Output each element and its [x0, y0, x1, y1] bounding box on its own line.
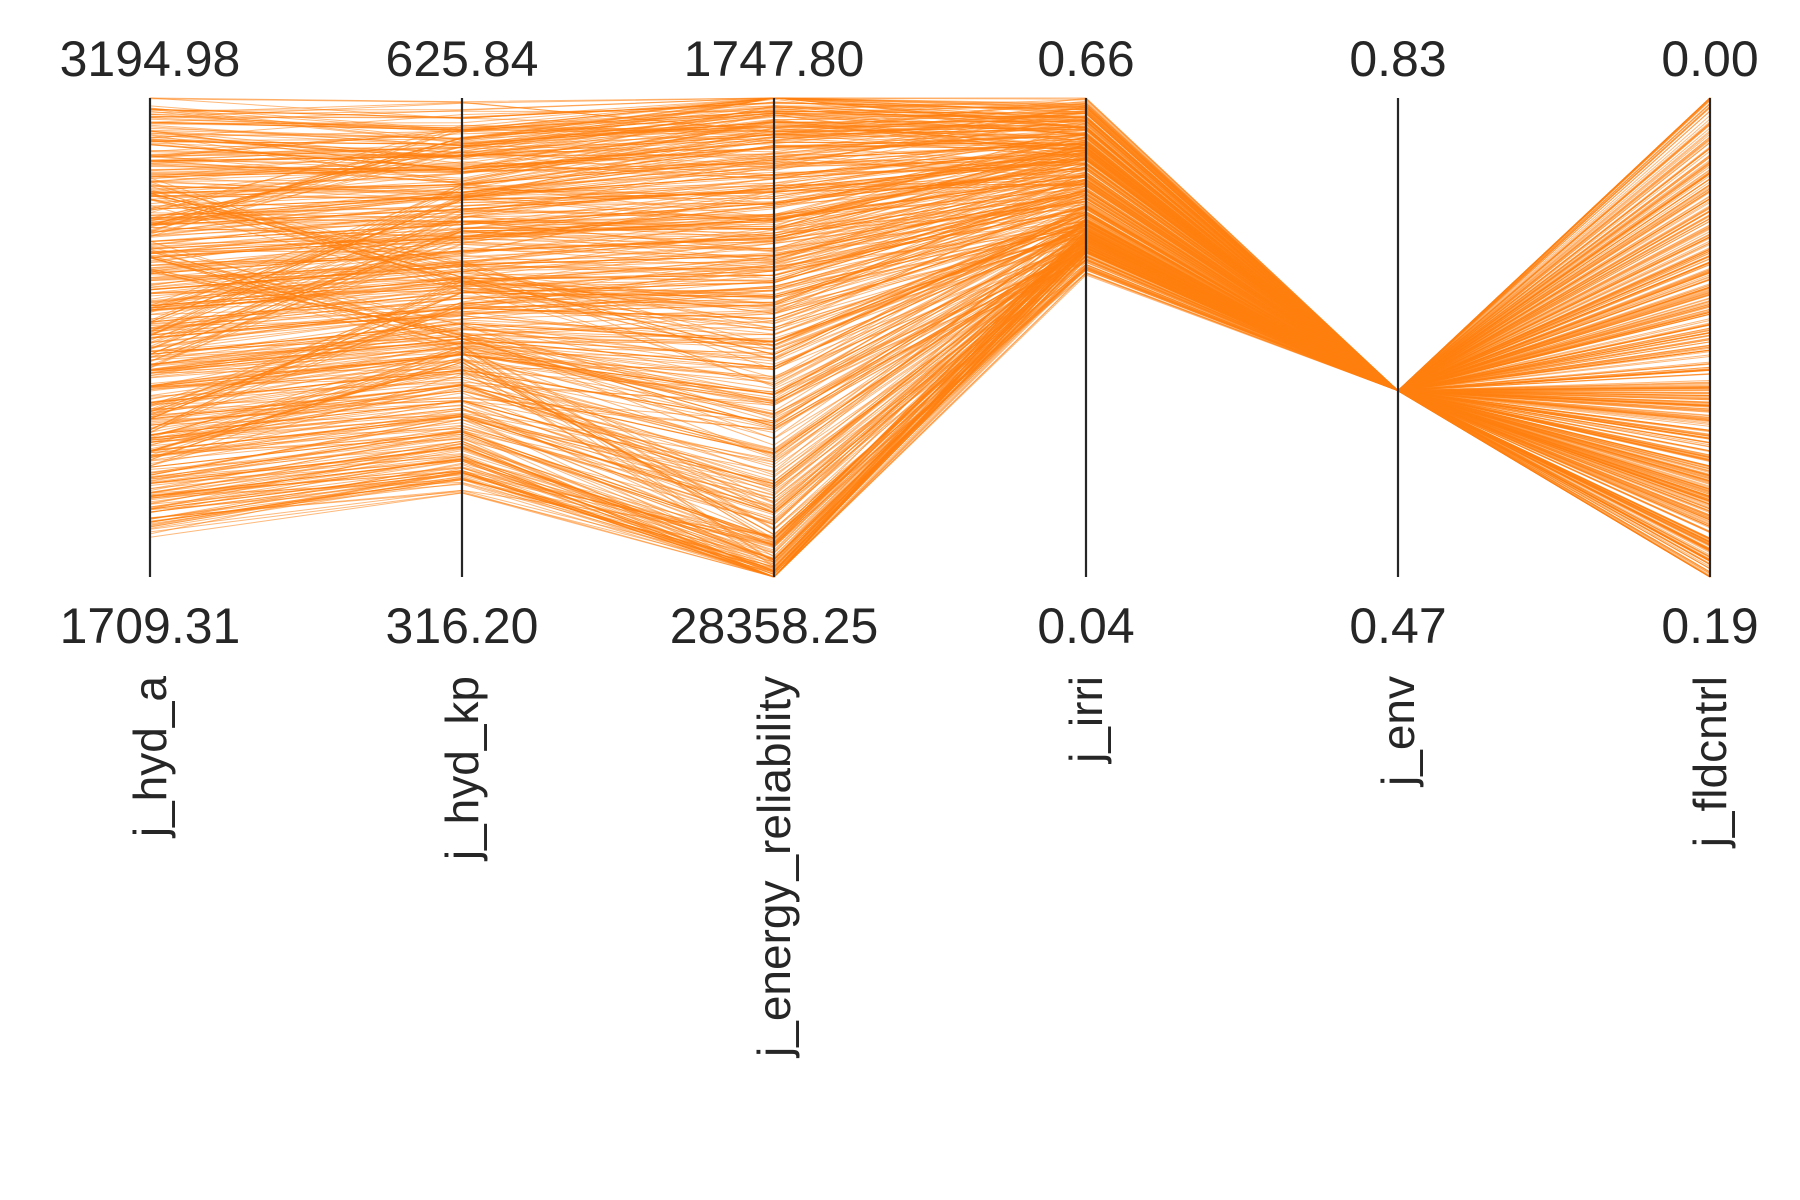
series-line	[149, 228, 1711, 467]
series-line	[149, 248, 1711, 561]
axis-name-label: j_env	[1372, 676, 1424, 788]
axis-j_irri: 0.66 0.04 j_irri	[1037, 31, 1134, 765]
series-line	[149, 249, 1711, 533]
series-line	[149, 236, 1711, 497]
series-line	[149, 214, 1711, 416]
axis-bottom-label: 316.20	[386, 598, 539, 654]
series-line	[149, 161, 1711, 492]
series-line	[149, 157, 1711, 392]
series-line	[149, 224, 1711, 403]
axis-bottom-label: 0.19	[1661, 598, 1758, 654]
series-line	[149, 97, 1711, 392]
series-line	[149, 145, 1711, 392]
series-line	[149, 106, 1711, 392]
series-line	[149, 141, 1711, 392]
axis-name-label: j_energy_reliability	[748, 676, 800, 1059]
series-line	[149, 251, 1711, 568]
series-line	[149, 101, 1711, 392]
series-line	[149, 162, 1711, 392]
series-line	[149, 132, 1711, 392]
axis-name-label: j_fldcntrl	[1684, 676, 1736, 849]
series-line	[149, 251, 1711, 578]
series-line	[149, 207, 1711, 412]
series-line	[149, 224, 1711, 431]
series-line	[149, 205, 1711, 407]
series-line	[149, 232, 1711, 482]
series-line	[149, 134, 1711, 392]
axis-bottom-label: 0.47	[1349, 598, 1446, 654]
axis-top-label: 0.66	[1037, 31, 1134, 87]
axis-top-label: 1747.80	[684, 31, 865, 87]
series-line	[149, 112, 1711, 392]
axis-bottom-label: 0.04	[1037, 598, 1134, 654]
series-line	[149, 149, 1711, 392]
axis-j_env: 0.83 0.47 j_env	[1349, 31, 1446, 788]
series-line	[149, 142, 1711, 392]
series-line	[149, 251, 1711, 572]
series-line	[149, 240, 1711, 528]
series-line	[149, 174, 1711, 392]
axis-bottom-label: 28358.25	[670, 598, 879, 654]
series-line	[149, 223, 1711, 443]
series-line	[149, 233, 1711, 526]
series-line	[149, 141, 1711, 392]
series-line	[149, 182, 1711, 392]
axis-j_hyd_a: 3194.98 1709.31 j_hyd_a	[60, 31, 241, 839]
series-line	[149, 97, 1711, 392]
series-line	[149, 159, 1711, 502]
series-line	[149, 210, 1711, 425]
series-line	[149, 255, 1711, 575]
series-line	[149, 163, 1711, 392]
axis-bottom-label: 1709.31	[60, 598, 241, 654]
series-line	[149, 250, 1711, 540]
axis-j_energy_reliability: 1747.80 28358.25 j_energy_reliability	[670, 31, 879, 1059]
series-line	[149, 238, 1711, 513]
series-line	[149, 114, 1711, 392]
series-line	[149, 224, 1711, 452]
axis-j_hyd_kp: 625.84 316.20 j_hyd_kp	[386, 31, 539, 862]
axis-j_fldcntrl: 0.00 0.19 j_fldcntrl	[1661, 31, 1758, 849]
axis-name-label: j_hyd_a	[124, 676, 176, 840]
series-line	[149, 189, 1711, 413]
axis-name-label: j_irri	[1060, 676, 1112, 765]
series-line	[149, 143, 1711, 392]
series-line	[149, 263, 1711, 529]
series-line	[149, 244, 1711, 428]
series-line	[149, 190, 1711, 420]
series-line	[149, 194, 1711, 416]
axis-top-label: 0.83	[1349, 31, 1446, 87]
axis-top-label: 625.84	[386, 31, 539, 87]
series-line	[149, 110, 1711, 392]
series-line	[149, 114, 1711, 392]
axis-top-label: 3194.98	[60, 31, 241, 87]
series-line	[149, 221, 1711, 439]
series-line	[149, 128, 1711, 392]
series-line	[149, 185, 1711, 401]
series-line	[149, 192, 1711, 392]
axis-name-label: j_hyd_kp	[436, 676, 488, 862]
series-line	[149, 120, 1711, 392]
series-line	[149, 166, 1711, 392]
axis-top-label: 0.00	[1661, 31, 1758, 87]
axes: 3194.98 1709.31 j_hyd_a 625.84 316.20 j_hyd_k…	[60, 31, 1759, 1059]
series-lines	[149, 97, 1711, 578]
series-line	[149, 190, 1711, 392]
